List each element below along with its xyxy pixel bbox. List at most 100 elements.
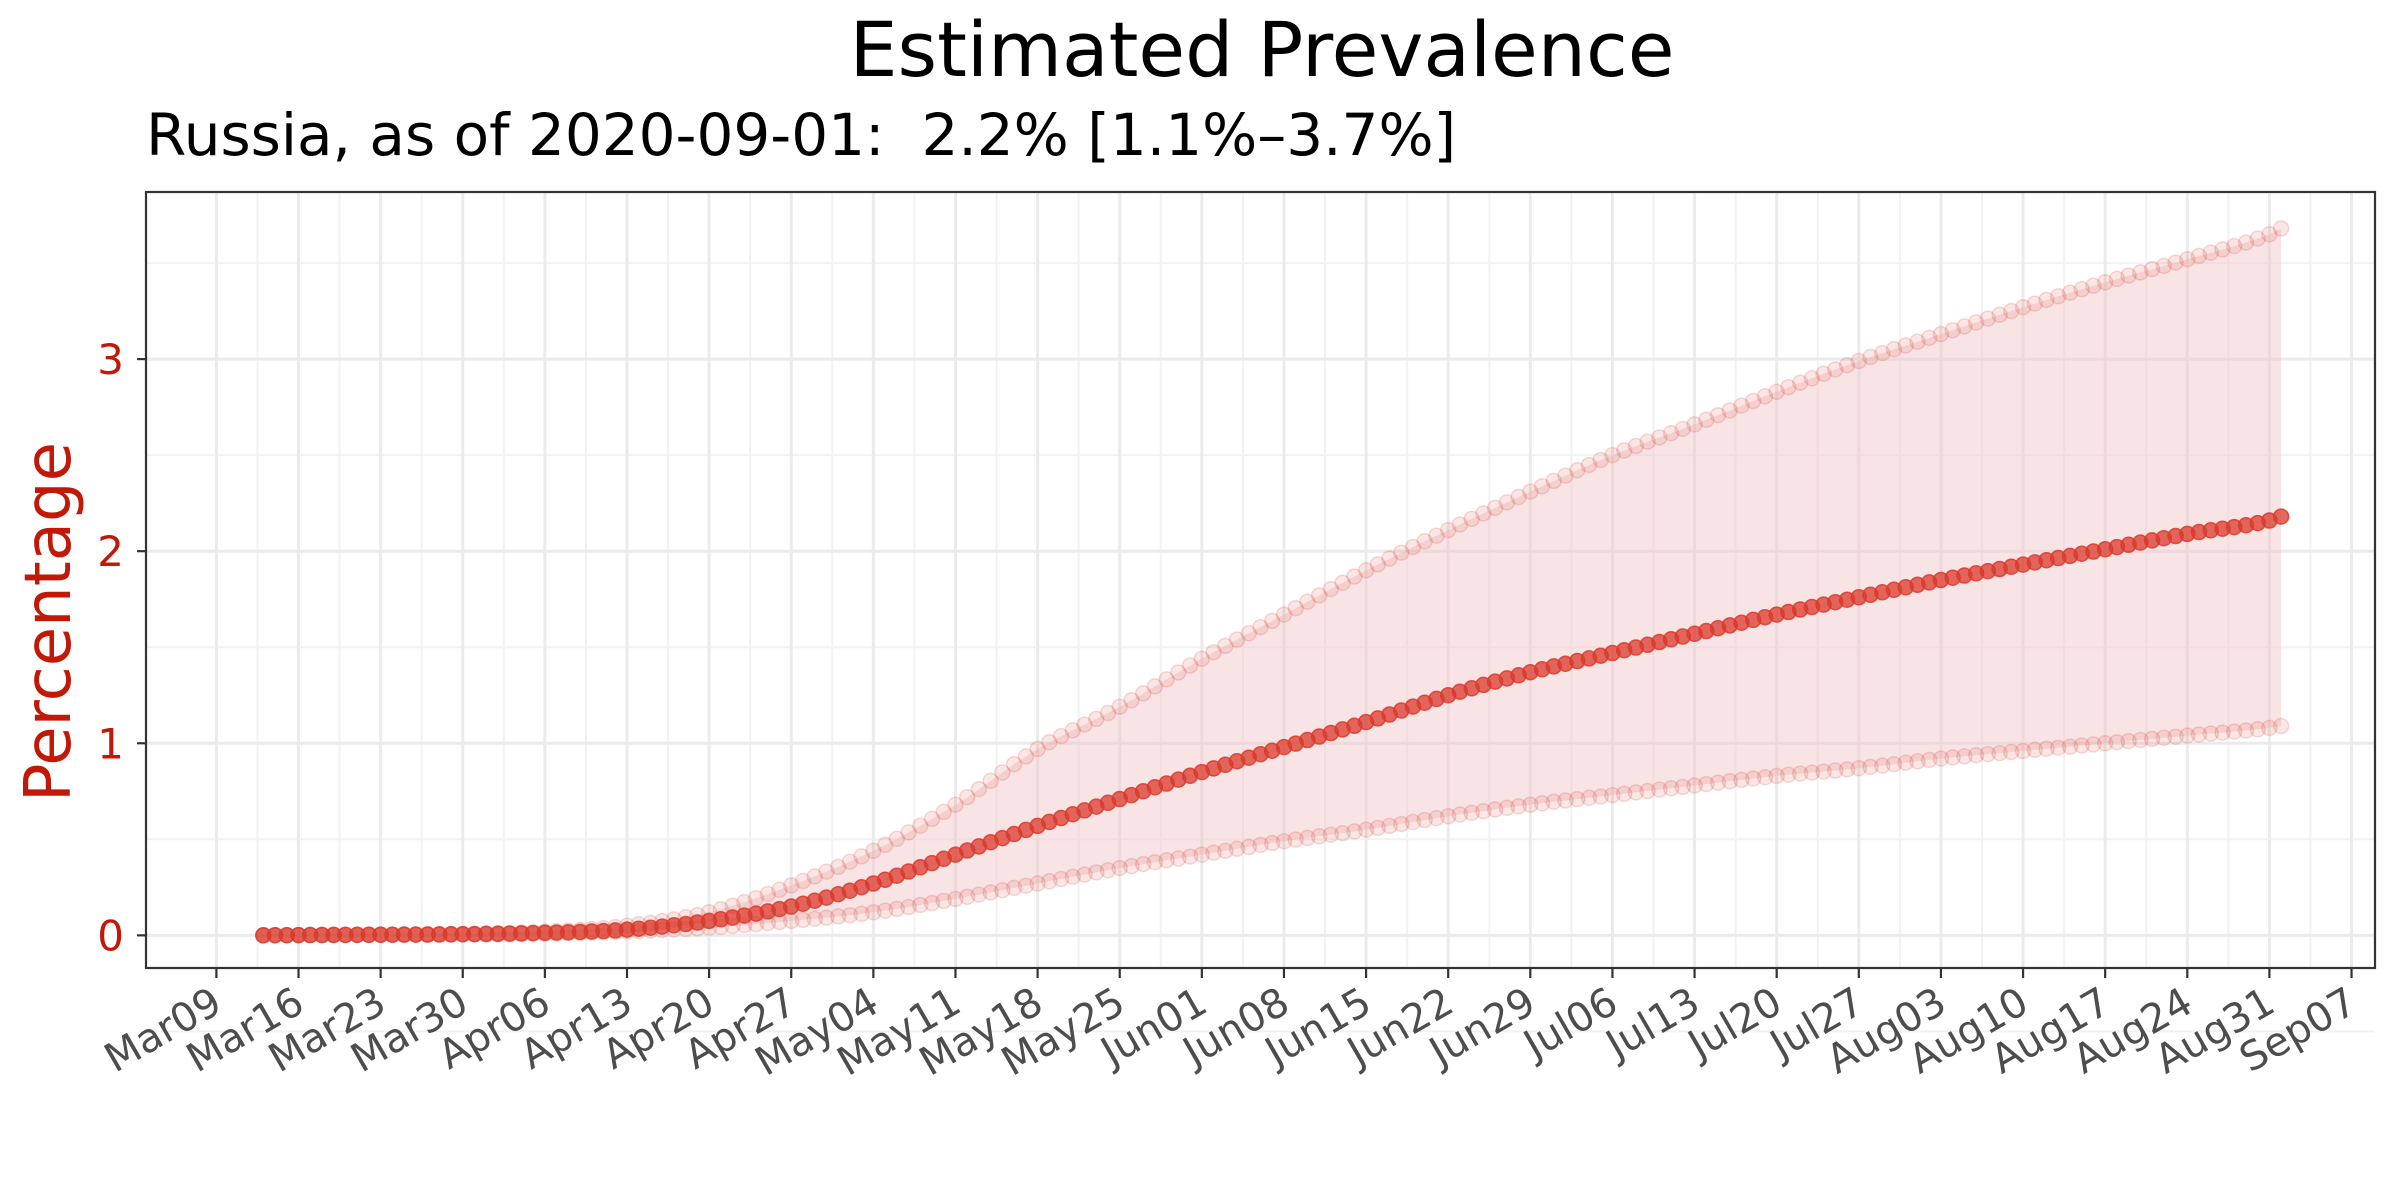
upper-point: [947, 796, 964, 813]
lower-point: [2167, 728, 2184, 745]
lower-point: [2261, 719, 2278, 737]
upper-point: [1897, 337, 1914, 354]
upper-point: [1041, 734, 1058, 751]
lower-point: [1170, 850, 1187, 867]
lower-point: [1134, 855, 1152, 873]
lower-point: [794, 911, 812, 929]
lower-point: [994, 881, 1011, 899]
lower-point: [1064, 868, 1082, 886]
upper-point: [1217, 637, 1234, 655]
lower-point: [1944, 749, 1961, 766]
upper-point: [2143, 260, 2161, 278]
lower-point: [1475, 802, 1492, 820]
chart-title: Estimated Prevalence: [849, 5, 1674, 94]
upper-point: [1639, 433, 1656, 450]
confidence-band: [263, 228, 2282, 936]
lower-point: [1815, 763, 1832, 780]
estimate-points: [255, 508, 2290, 944]
upper-point: [759, 885, 777, 903]
lower-point: [2132, 731, 2149, 749]
upper-point: [1780, 378, 1797, 396]
lower-point: [2143, 730, 2161, 748]
upper-point: [1651, 429, 1668, 446]
upper-point: [1439, 521, 1457, 539]
lower-point: [1686, 777, 1703, 794]
lower-point: [1357, 821, 1375, 838]
upper-point: [970, 780, 988, 798]
lower-point: [1850, 759, 1868, 777]
lower-point: [2225, 723, 2243, 740]
upper-point: [1533, 478, 1551, 495]
lower-point: [1275, 832, 1293, 850]
upper-point: [1686, 416, 1703, 433]
upper-point: [2179, 250, 2196, 268]
upper-point: [876, 836, 894, 854]
lower-point: [1791, 765, 1809, 782]
lower-point: [865, 904, 882, 921]
upper-point: [1287, 599, 1304, 617]
lower-point: [1404, 813, 1422, 831]
estimate-point: [2272, 508, 2290, 525]
lower-point: [1920, 751, 1938, 769]
upper-point: [2096, 274, 2114, 291]
upper-point: [1451, 516, 1469, 533]
upper-point: [1146, 678, 1164, 695]
upper-point: [2272, 220, 2290, 237]
upper-point: [1979, 310, 1997, 327]
lower-point: [1205, 844, 1222, 861]
lower-point: [1768, 767, 1785, 785]
upper-point: [1850, 352, 1868, 370]
upper-point: [1123, 691, 1140, 709]
upper-point: [865, 842, 882, 860]
lower-point: [1662, 780, 1680, 797]
upper-point: [1005, 755, 1023, 773]
upper-point: [2085, 277, 2102, 294]
lower-point: [1428, 809, 1445, 827]
lower-point: [1827, 762, 1844, 779]
lower-point: [1604, 786, 1621, 804]
x-axis: Mar09Mar16Mar23Mar30Apr06Apr13Apr20Apr27…: [97, 968, 2365, 1085]
upper-point: [1756, 388, 1774, 405]
upper-point: [2202, 244, 2220, 261]
upper-point: [1052, 727, 1070, 745]
lower-point: [935, 892, 952, 910]
upper-point: [2061, 284, 2079, 301]
upper-point: [1909, 333, 1926, 350]
lower-point: [1240, 838, 1258, 856]
lower-point: [1439, 808, 1457, 825]
upper-point: [1064, 722, 1082, 739]
lower-point: [1228, 840, 1246, 858]
upper-point: [1545, 472, 1563, 490]
lower-point: [818, 909, 835, 926]
lower-point: [1041, 873, 1058, 890]
upper-point: [1463, 510, 1480, 528]
upper-point: [1557, 467, 1574, 484]
lower-point: [1967, 746, 1985, 764]
upper-point: [2237, 234, 2255, 251]
lower-point: [2214, 724, 2231, 741]
upper-point: [1580, 456, 1598, 474]
upper-point: [853, 848, 870, 865]
lower-point: [853, 905, 870, 923]
confidence-band-area: [263, 228, 2282, 936]
lower-point: [1451, 806, 1469, 823]
lower-point: [1498, 799, 1516, 817]
upper-point: [1733, 397, 1750, 414]
upper-point: [1627, 437, 1645, 455]
upper-point: [2225, 237, 2243, 255]
lower-point: [1146, 853, 1164, 871]
upper-point: [1827, 361, 1844, 378]
upper-point: [923, 810, 941, 828]
lower-point: [806, 910, 823, 928]
upper-point: [1920, 329, 1938, 347]
lower-point: [2014, 742, 2032, 760]
upper-point: [1369, 556, 1387, 573]
upper-point: [1803, 370, 1821, 387]
y-tick-label: 0: [97, 911, 124, 960]
lower-point: [2202, 725, 2220, 742]
lower-point: [1158, 852, 1175, 869]
upper-point: [1838, 356, 1856, 374]
lower-point: [1744, 770, 1762, 787]
chart-subtitle: Russia, as of 2020-09-01: 2.2% [1.1%–3.7…: [146, 101, 1456, 169]
